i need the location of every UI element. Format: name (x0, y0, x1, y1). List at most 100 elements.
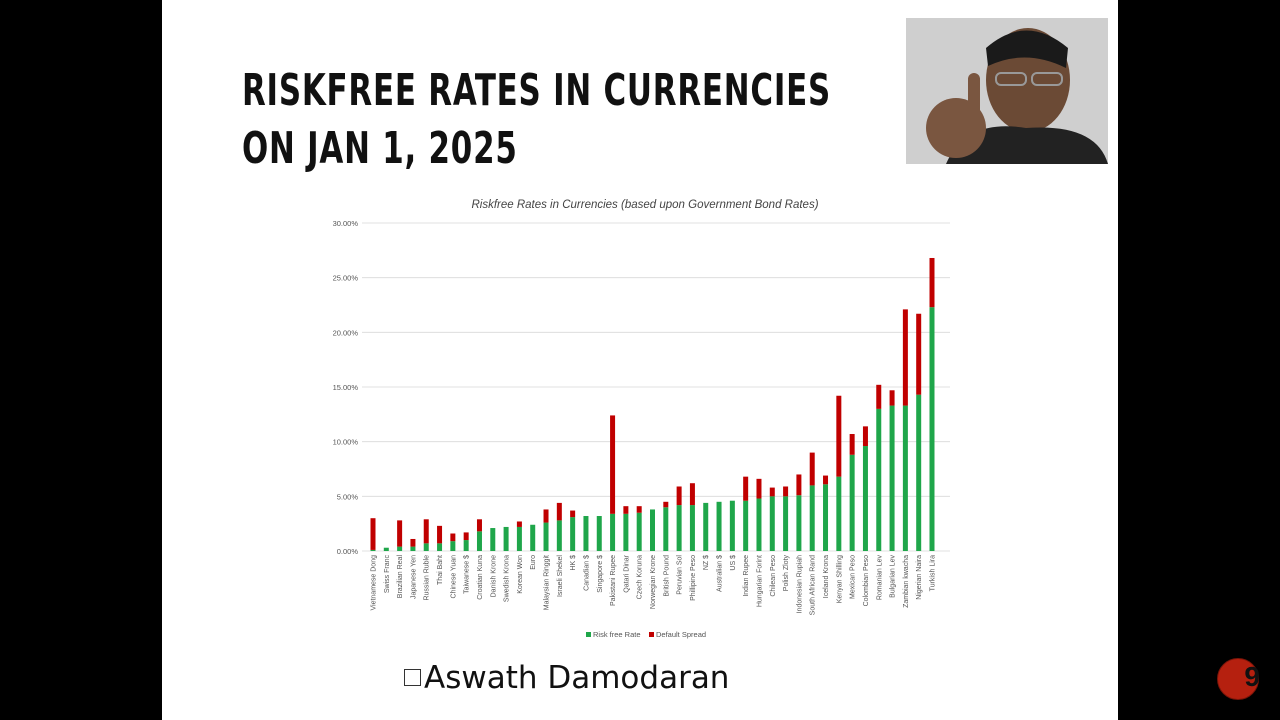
bar-default-spread (862, 426, 868, 447)
x-tick-label: Czech Koruna (637, 555, 644, 599)
legend-swatch-default-spread (649, 632, 654, 637)
bar-default-spread (916, 313, 922, 395)
bar-risk-free (729, 500, 735, 551)
bar-risk-free (623, 513, 629, 551)
bar-risk-free (636, 512, 642, 551)
x-tick-label: Qatari Dinar (623, 554, 630, 592)
bar-risk-free (756, 498, 762, 551)
y-tick-label: 10.00% (333, 438, 359, 447)
x-tick-label: Pakistani Rupee (610, 555, 617, 606)
x-tick-label: NZ $ (703, 555, 710, 570)
bar-default-spread (849, 434, 855, 455)
x-tick-label: Chinese Yuan (450, 555, 457, 599)
bar-default-spread (397, 520, 403, 547)
bar-default-spread (556, 502, 562, 521)
bar-risk-free (889, 405, 895, 551)
bar-default-spread (476, 519, 482, 532)
page-number-badge: 9 (1217, 658, 1260, 700)
x-tick-label: Thai Baht (437, 555, 444, 585)
bar-default-spread (437, 525, 443, 544)
bar-default-spread (450, 533, 456, 542)
bar-default-spread (783, 486, 789, 497)
bar-default-spread (756, 478, 762, 499)
bar-default-spread (636, 506, 642, 513)
legend: Risk free Rate Default Spread (586, 630, 706, 639)
bar-risk-free (397, 546, 403, 551)
y-tick-label: 20.00% (333, 328, 359, 337)
x-tick-label: Chilean Peso (770, 555, 777, 597)
bar-risk-free (490, 528, 496, 551)
bar-risk-free (476, 531, 482, 551)
x-tick-label: Taiwanese $ (464, 555, 471, 594)
bar-risk-free (650, 509, 655, 551)
slide-footer: Aswath Damodaran (404, 660, 729, 696)
legend-label-default-spread: Default Spread (656, 630, 706, 639)
bar-default-spread (876, 384, 882, 409)
bar-default-spread (516, 521, 522, 527)
x-tick-label: Mexican Peso (850, 555, 857, 599)
x-tick-label: Euro (530, 555, 537, 570)
bar-risk-free (743, 500, 749, 551)
x-tick-label: Romanian Lev (876, 555, 883, 601)
y-tick-label: 30.00% (333, 219, 359, 228)
bar-risk-free (916, 394, 922, 551)
bar-default-spread (836, 395, 842, 477)
bar-risk-free (809, 485, 815, 551)
x-tick-label: Hungarian Forint (756, 555, 763, 607)
x-tick-label: Turkish Lira (930, 555, 937, 591)
bar-risk-free (503, 526, 509, 551)
bar-default-spread (463, 532, 469, 541)
bar-risk-free (929, 307, 935, 551)
gridlines: 0.00% 5.00% 10.00% 15.00% 20.00% 25.00% 30.00% (333, 219, 950, 556)
bar-default-spread (623, 506, 629, 514)
bar-risk-free (383, 547, 389, 551)
bar-default-spread (809, 452, 815, 486)
bar-risk-free (796, 495, 802, 551)
author-name: Aswath Damodaran (424, 660, 730, 696)
x-tick-label: Croatian Kuna (477, 555, 484, 600)
legend-swatch-risk-free (586, 632, 591, 637)
x-tick-label: Australian $ (717, 555, 724, 592)
bar-default-spread (423, 519, 429, 544)
bar-risk-free (556, 520, 562, 551)
bar-risk-free (570, 517, 576, 551)
x-tick-label: British Pound (663, 555, 670, 597)
bar-default-spread (610, 415, 616, 514)
bar-risk-free (703, 502, 709, 551)
bar-risk-free (663, 507, 669, 551)
x-tick-label: Brazilian Real (397, 555, 404, 599)
bar-default-spread (902, 309, 908, 406)
bullet-box-icon (404, 669, 421, 686)
bar-default-spread (929, 257, 935, 308)
x-tick-label: Israeli Shekel (557, 555, 564, 597)
x-tick-label: Singapore $ (597, 555, 604, 593)
bar-risk-free (543, 522, 549, 551)
x-tick-label: Peruvian Sol (677, 555, 684, 595)
x-tick-label: Canadian $ (583, 555, 590, 591)
bar-default-spread (370, 518, 376, 550)
x-tick-label: Colombian Peso (863, 555, 870, 606)
x-tick-labels: Vietnamese Dong Swiss Franc Brazilian Real… (371, 554, 937, 615)
x-tick-label: South African Rand (810, 555, 817, 615)
bar-default-spread (543, 509, 549, 523)
y-tick-label: 5.00% (337, 492, 359, 501)
x-tick-label: Korean Won (517, 555, 524, 594)
x-tick-label: Vietnamese Dong (371, 555, 378, 611)
bar-risk-free (689, 505, 695, 551)
bar-default-spread (676, 486, 682, 506)
x-tick-label: Polish Zloty (783, 555, 790, 592)
bar-risk-free (902, 405, 908, 551)
bar-risk-free (862, 446, 868, 551)
bar-default-spread (410, 538, 416, 547)
bar-default-spread (796, 474, 802, 496)
x-tick-label: Malaysian Ringgit (544, 555, 551, 610)
chart-title: Riskfree Rates in Currencies (based upon… (471, 199, 818, 211)
x-tick-label: Japanese Yen (410, 555, 417, 599)
bar-default-spread (889, 390, 895, 406)
bar-default-spread (663, 501, 669, 508)
x-tick-label: Kenyan Shilling (836, 555, 843, 603)
page-number: 9 (1244, 661, 1260, 692)
x-tick-label: Indian Rupee (743, 555, 750, 597)
bar-risk-free (370, 549, 376, 551)
